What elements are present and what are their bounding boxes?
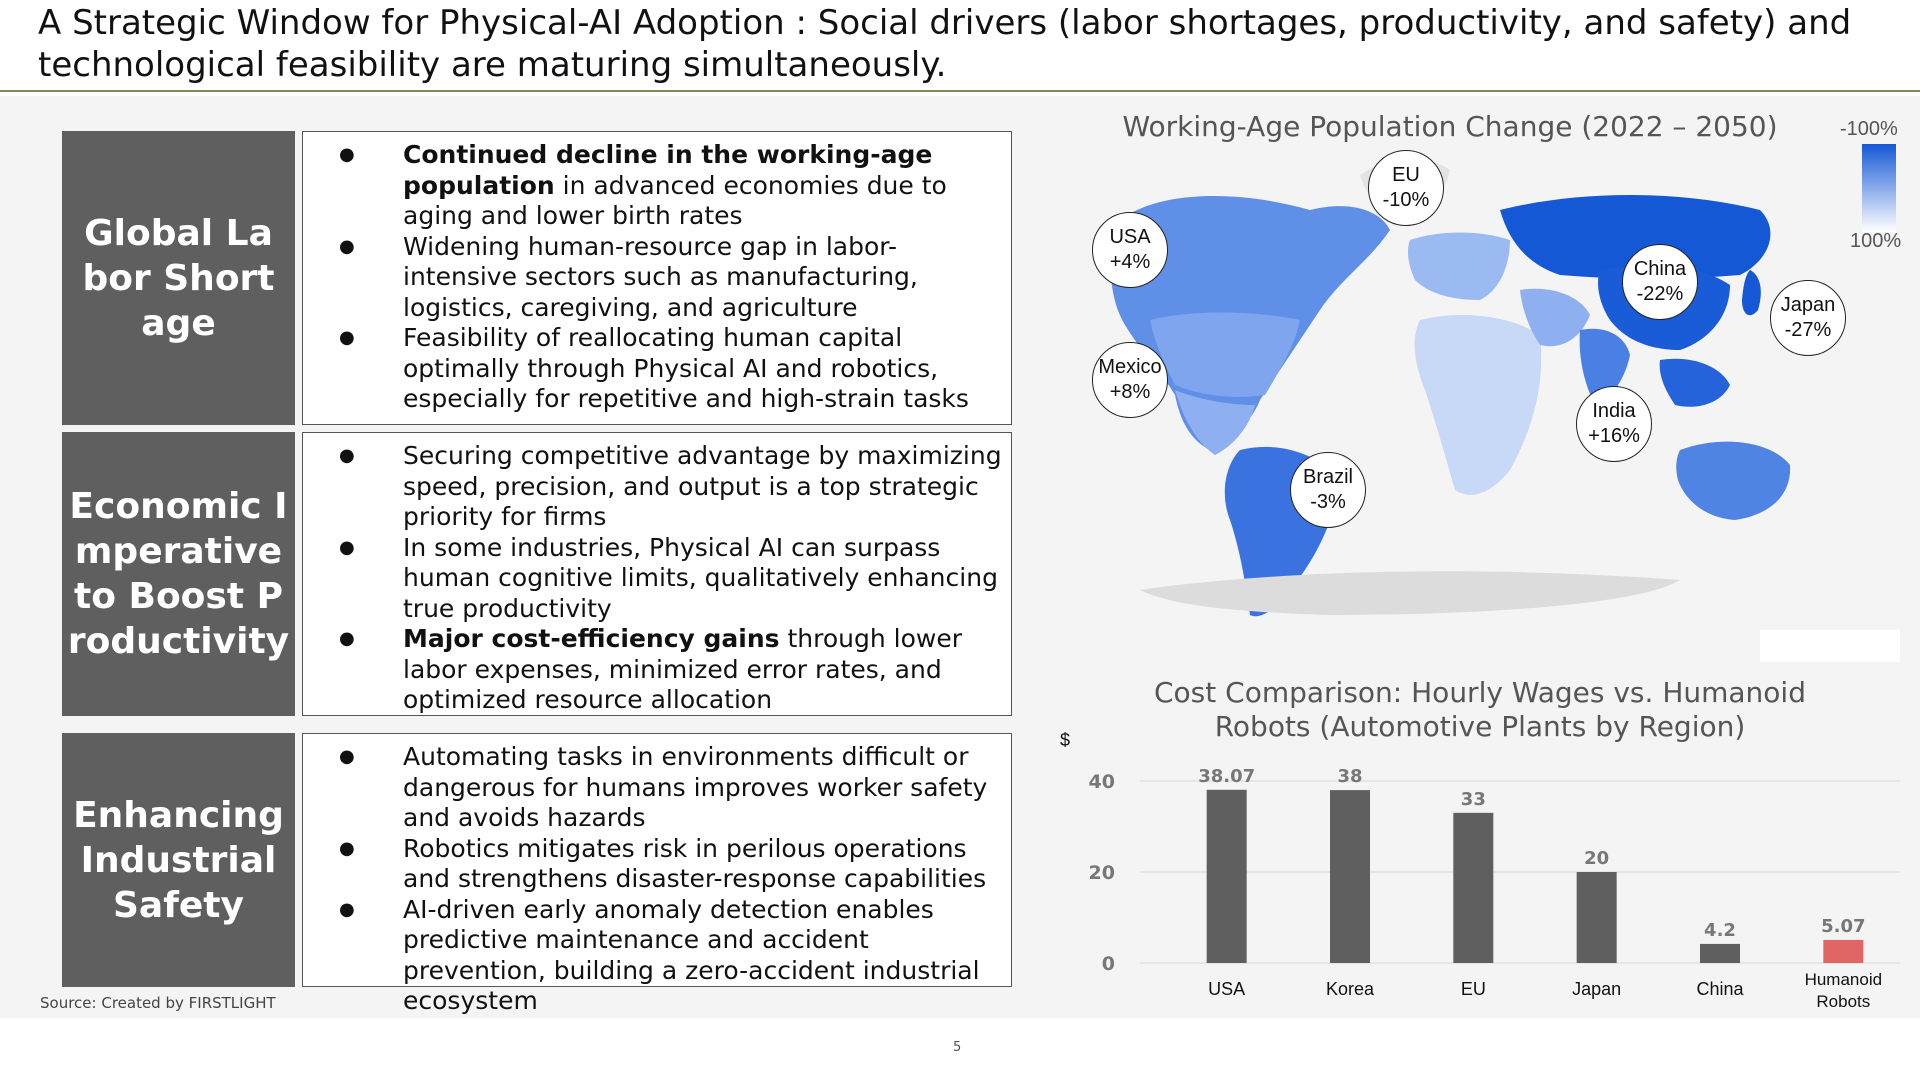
bullet-list: Continued decline in the working-age pop… <box>303 132 1011 415</box>
x-tick-label: EU <box>1461 979 1486 999</box>
region-bubble-japan: Japan -27% <box>1770 280 1846 356</box>
bar <box>1823 939 1864 963</box>
driver-bullet-box: Securing competitive advantage by maximi… <box>302 432 1012 716</box>
bullet-item: Securing competitive advantage by maximi… <box>303 441 1003 533</box>
bullet-item: Major cost-efficiency gains through lowe… <box>303 624 1003 716</box>
source-note: Source: Created by FIRSTLIGHT <box>40 994 276 1012</box>
region-bubble-usa: USA +4% <box>1092 212 1168 288</box>
bar-value-label: 38.07 <box>1198 766 1255 787</box>
slide-title: A Strategic Window for Physical-AI Adopt… <box>38 3 1852 85</box>
bullet-item: Feasibility of reallocating human capita… <box>303 323 1003 415</box>
region-name: USA <box>1109 226 1151 248</box>
bar <box>1700 943 1740 963</box>
mexico-shape <box>1175 390 1255 455</box>
region-value: +4% <box>1109 251 1151 273</box>
x-tick-label: USA <box>1208 979 1245 999</box>
legend-min-label: 100% <box>1850 230 1902 252</box>
bar-value-label: 33 <box>1461 789 1486 810</box>
bullet-item: In some industries, Physical AI can surp… <box>303 533 1003 625</box>
region-value: +8% <box>1109 381 1151 403</box>
bar <box>1330 790 1370 963</box>
bar <box>1576 872 1617 963</box>
region-name: Mexico <box>1098 356 1162 378</box>
india-shape <box>1579 328 1630 405</box>
driver-row-productivity: Economic Imperative to Boost Productivit… <box>62 432 1012 716</box>
blank-patch <box>1760 630 1900 662</box>
japan-shape <box>1742 270 1761 316</box>
region-name: Japan <box>1780 294 1836 316</box>
bullet-item: AI-driven early anomaly detection enable… <box>303 895 1003 1017</box>
region-value: -22% <box>1636 283 1684 305</box>
chart-title: Cost Comparison: Hourly Wages vs. Humano… <box>1154 676 1806 743</box>
region-bubble-brazil: Brazil -3% <box>1290 452 1366 528</box>
bullet-item: Automating tasks in environments difficu… <box>303 742 1003 834</box>
usa-shape <box>1150 312 1300 397</box>
driver-bullet-box: Continued decline in the working-age pop… <box>302 131 1012 425</box>
y-tick-label: 40 <box>1089 771 1115 793</box>
bullet-item: Widening human-resource gap in labor-int… <box>303 232 1003 324</box>
region-bubble-mexico: Mexico +8% <box>1092 342 1168 418</box>
legend-max-label: -100% <box>1840 118 1898 140</box>
region-name: Brazil <box>1302 466 1353 488</box>
bar-value-label: 20 <box>1584 848 1609 869</box>
middle-east-shape <box>1520 288 1590 347</box>
map-title: Working-Age Population Change (2022 – 20… <box>1122 110 1778 143</box>
x-tick-label-line2: Robots <box>1816 992 1870 1011</box>
page-number: 5 <box>953 1040 962 1055</box>
driver-label: Enhancing Industrial Safety <box>62 733 295 987</box>
africa-shape <box>1414 315 1542 495</box>
region-bubble-india: India +16% <box>1576 386 1652 462</box>
driver-label: Economic Imperative to Boost Productivit… <box>62 432 295 716</box>
x-tick-label: China <box>1696 979 1744 999</box>
title-divider <box>0 90 1920 92</box>
driver-bullet-box: Automating tasks in environments difficu… <box>302 733 1012 1015</box>
x-tick-label: Japan <box>1572 979 1621 999</box>
australia-shape <box>1676 441 1791 520</box>
bar <box>1453 812 1494 963</box>
driver-row-safety: Enhancing Industrial Safety Automating t… <box>62 733 1012 1015</box>
legend-color-scale <box>1862 144 1896 232</box>
region-bubble-eu: EU -10% <box>1368 150 1444 226</box>
bullet-list: Securing competitive advantage by maximi… <box>303 433 1011 716</box>
southeast-asia-shape <box>1659 358 1730 407</box>
region-value: +16% <box>1588 425 1640 447</box>
bar-value-label: 38 <box>1337 766 1362 787</box>
bar-value-label: 5.07 <box>1821 916 1865 937</box>
region-bubble-china: China -22% <box>1622 244 1698 320</box>
bullet-item: Continued decline in the working-age pop… <box>303 140 1003 232</box>
y-axis-label: $ <box>1060 730 1070 750</box>
world-map <box>1110 159 1791 617</box>
region-name: EU <box>1392 164 1420 186</box>
europe-shape <box>1407 232 1510 300</box>
bullet-list: Automating tasks in environments difficu… <box>303 734 1011 1017</box>
driver-label: Global Labor Shortage <box>62 131 295 425</box>
driver-row-labor: Global Labor Shortage Continued decline … <box>62 131 1012 425</box>
russia-shape <box>1500 195 1771 279</box>
cost-bar-chart: $0 20 40 38.07 USA 38 Korea 33 EU 20 Japan 4.2 China… <box>1060 730 1900 1011</box>
bar <box>1206 789 1247 963</box>
y-tick-label: 0 <box>1102 953 1115 975</box>
region-name: India <box>1592 400 1636 422</box>
bar-value-label: 4.2 <box>1704 920 1736 941</box>
region-value: -3% <box>1310 491 1346 513</box>
region-value: -10% <box>1382 189 1430 211</box>
y-tick-label: 20 <box>1089 862 1115 884</box>
x-tick-label: Humanoid <box>1805 970 1883 989</box>
region-value: -27% <box>1784 319 1832 341</box>
x-tick-label: Korea <box>1326 979 1375 999</box>
bullet-item: Robotics mitigates risk in perilous oper… <box>303 834 1003 895</box>
antarctica-shape <box>1140 571 1680 615</box>
region-name: China <box>1633 258 1687 280</box>
